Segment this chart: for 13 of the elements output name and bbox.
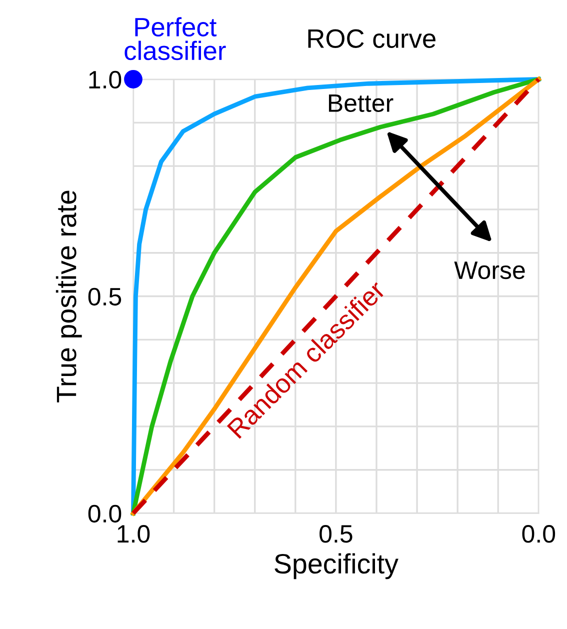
x-tick-label: 0.0 — [522, 525, 556, 543]
y-tick-label: 0.0 — [88, 504, 122, 523]
x-tick-label: 0.5 — [320, 525, 352, 543]
line-series — [131, 77, 541, 516]
y-axis-title: True positive rate — [56, 190, 82, 402]
y-tick-label: 0.5 — [88, 288, 122, 306]
y-tick-label: 1.0 — [89, 70, 122, 89]
annotation: Worse — [454, 262, 525, 280]
x-tick-label: 1.0 — [118, 525, 150, 543]
annotation: Better — [328, 94, 394, 112]
chart-title: ROC curve — [308, 29, 436, 48]
series-label: Perfect classifier — [124, 17, 226, 60]
x-axis-title: Specificity — [274, 553, 398, 580]
